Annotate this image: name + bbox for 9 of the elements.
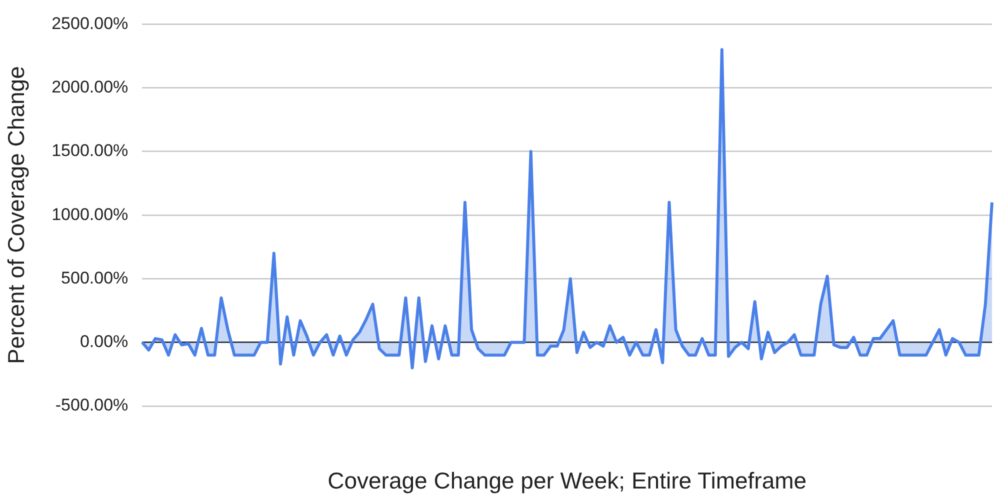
y-tick-label: 500.00%	[61, 268, 128, 288]
y-tick-label: 0.00%	[80, 332, 128, 352]
x-axis-title: Coverage Change per Week; Entire Timeframe	[328, 468, 807, 494]
y-tick-label: 2500.00%	[52, 14, 128, 33]
y-tick-label: -500.00%	[55, 396, 128, 415]
y-tick-label: 1500.00%	[52, 141, 128, 160]
y-tick-label: 2000.00%	[52, 78, 128, 97]
y-tick-label: 1000.00%	[52, 204, 128, 224]
y-axis-title: Percent of Coverage Change	[3, 66, 30, 364]
